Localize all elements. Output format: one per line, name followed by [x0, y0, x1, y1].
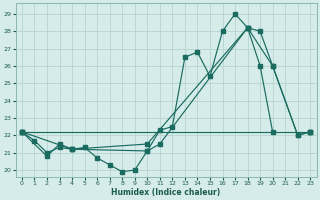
X-axis label: Humidex (Indice chaleur): Humidex (Indice chaleur) — [111, 188, 221, 197]
